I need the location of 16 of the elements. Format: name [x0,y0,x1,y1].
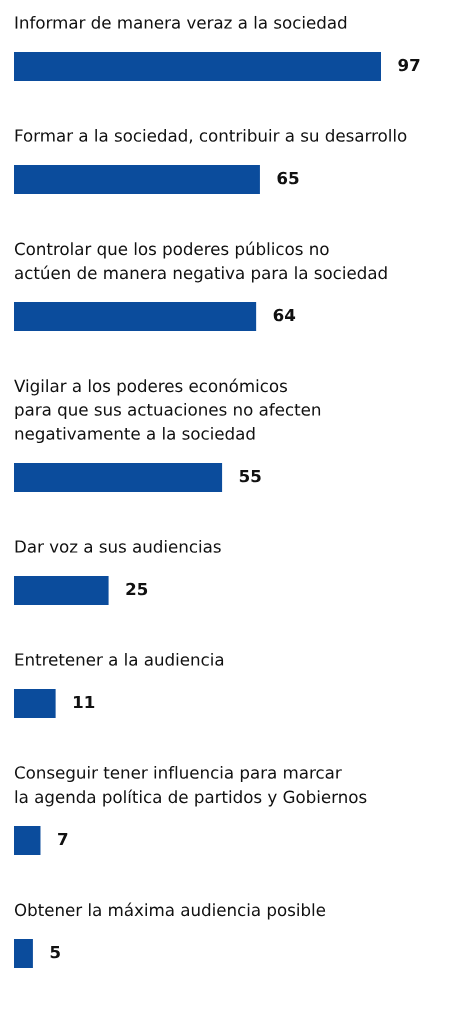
y-tick-label: Entretener a la audiencia [15,652,224,666]
data-label: 11 [74,695,95,709]
data-label: 64 [273,308,296,322]
y-tick-label: Formar a la sociedad, contribuir a su desarrollo [15,128,407,144]
y-tick-label: Dar voz a sus audiencias [15,539,221,553]
y-tick-label: Informar de manera veraz a la sociedad [15,15,347,29]
data-label: 5 [50,945,60,959]
data-label: 55 [239,469,261,483]
data-label: 7 [58,832,68,846]
data-label: 97 [398,58,420,72]
y-tick-label: Obtener la máxima audiencia posible [14,902,326,920]
y-tick-label: Conseguir tener influencia para marcar la agenda política de partidos y Gobiernos [14,765,367,807]
y-tick-label: Controlar que los poderes públicos no actúen de manera negativa para la sociedad [14,241,387,283]
data-label: 25 [126,582,148,596]
y-tick-label: Vigilar a los poderes económicos para que sus actuaciones no afecten negativamente a la sociedad [14,378,321,444]
data-label: 65 [277,171,299,185]
